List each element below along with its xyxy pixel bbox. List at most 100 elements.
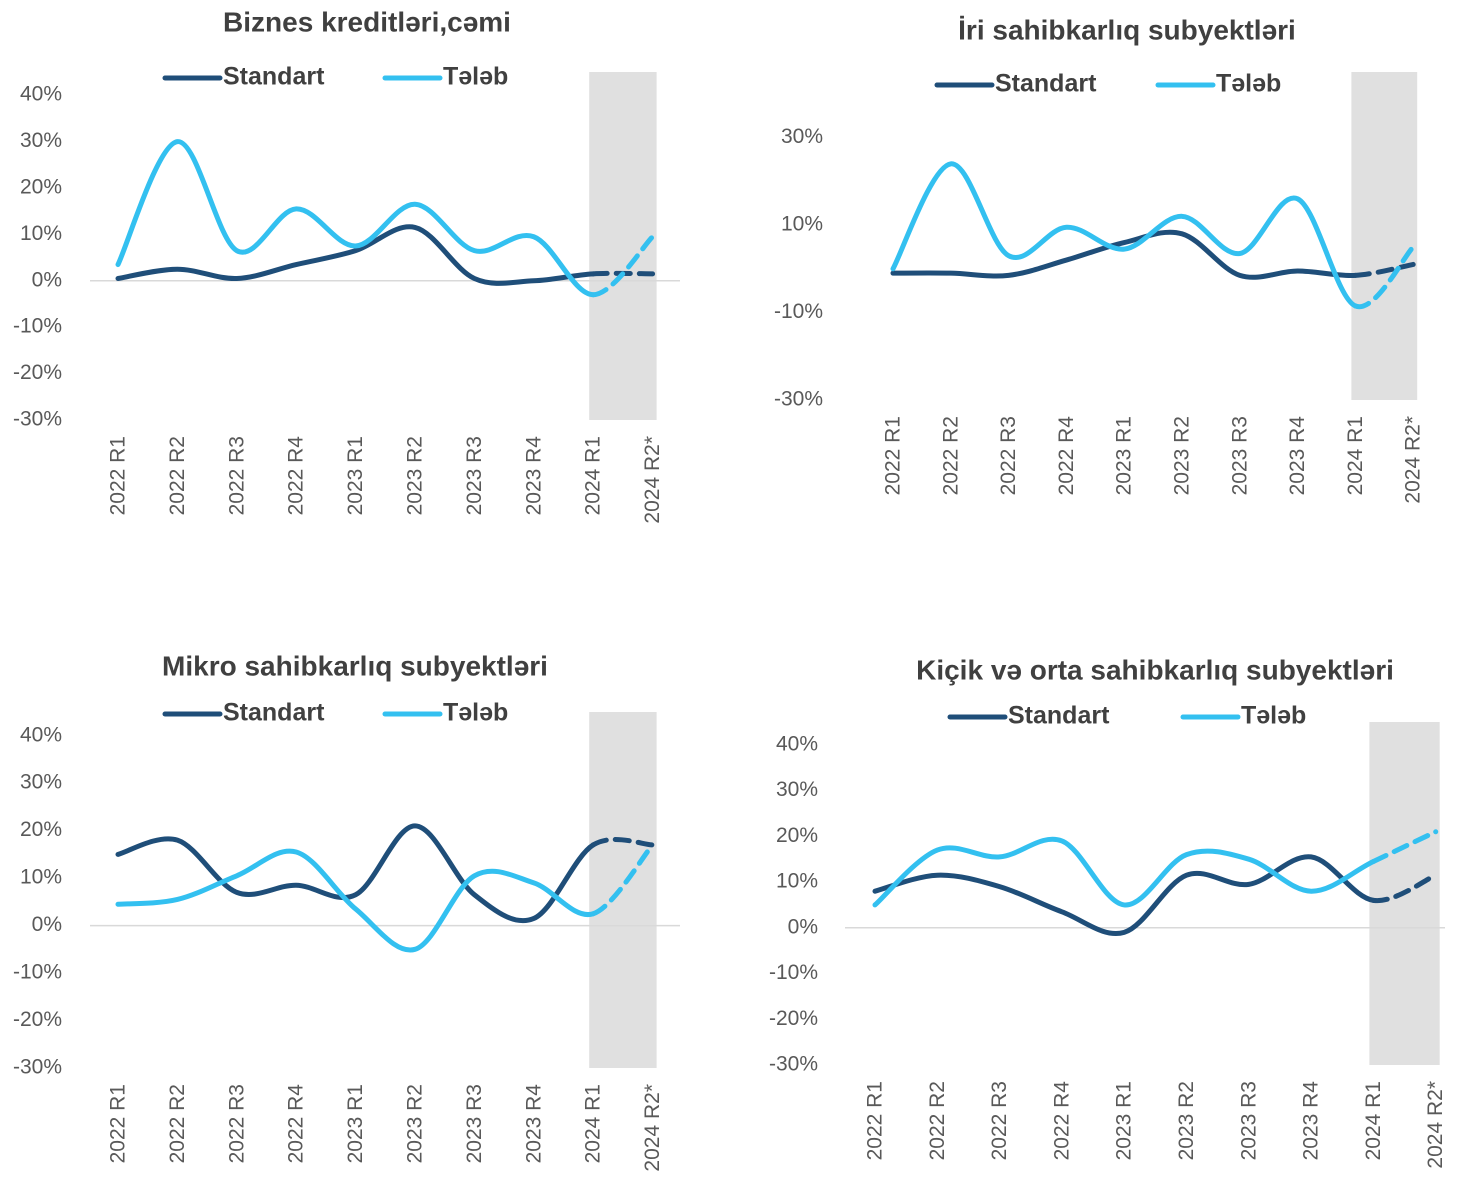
x-tick-label: 2023 R3 [1237,1081,1260,1160]
x-tick-label: 2024 R2* [641,436,664,524]
x-tick-label: 2022 R3 [988,1081,1011,1160]
x-tick-label: 2022 R2 [166,1084,189,1163]
x-tick-label: 2023 R3 [463,436,486,515]
legend-label: Standart [223,63,325,91]
legend-label: Tələb [443,699,508,727]
x-tick-label: 2023 R3 [1228,416,1251,495]
x-tick-label: 2023 R4 [1286,416,1309,496]
y-tick-label: 10% [20,222,62,245]
legend-label: Standart [1008,702,1110,730]
chart: Mikro sahibkarlıq subyektləri -30% -20% -10… [13,650,680,1172]
x-tick-label: 2023 R4 [522,436,545,516]
legend-label: Tələb [1216,70,1281,98]
series-line-forecast [1352,261,1416,278]
y-tick-label: 40% [776,732,818,755]
x-tick-label: 2024 R2* [1402,416,1425,504]
x-tick-label: 2022 R1 [107,436,130,515]
series-line-forecast [590,836,656,848]
series-line [115,139,596,298]
x-tick-label: 2023 R2 [1171,416,1194,495]
y-tick-label: -30% [13,408,62,431]
y-tick-label: 30% [776,778,818,801]
x-tick-label: 2024 R1 [582,1084,605,1163]
x-tick-label: 2024 R1 [1344,416,1367,495]
x-tick-label: 2023 R3 [463,1084,486,1163]
y-tick-label: -20% [13,1008,62,1031]
x-tick-label: 2022 R4 [1050,1081,1073,1161]
y-tick-label: -20% [769,1007,818,1030]
series-line [890,229,1358,280]
y-tick-label: 0% [788,915,818,938]
forecast-shade [1351,72,1418,400]
y-tick-label: -10% [769,961,818,984]
y-tick-label: 20% [20,818,62,841]
x-tick-label: 2023 R4 [1300,1081,1323,1161]
x-tick-label: 2023 R1 [344,1084,367,1163]
x-tick-label: 2024 R2* [1424,1081,1447,1169]
x-tick-label: 2023 R2 [404,436,427,515]
y-tick-label: -30% [769,1053,818,1076]
series-line [115,848,596,953]
legend-label: Standart [995,70,1097,98]
y-tick-label: -20% [13,361,62,384]
legend-label: Standart [223,699,325,727]
y-tick-label: 30% [781,125,823,148]
x-tick-label: 2022 R3 [225,436,248,515]
series-line [115,224,596,286]
x-tick-label: 2024 R1 [1362,1081,1385,1160]
y-tick-label: 30% [20,129,62,152]
x-tick-label: 2022 R2 [166,436,189,515]
x-tick-label: 2022 R2 [926,1081,949,1160]
x-tick-label: 2023 R1 [1113,1081,1136,1160]
series-line-forecast [1352,244,1416,310]
y-tick-label: -10% [13,315,62,338]
chart-title: Biznes kreditləri,cəmi [223,6,511,37]
x-tick-label: 2022 R1 [882,416,905,495]
x-tick-label: 2023 R2 [404,1084,427,1163]
y-tick-label: 0% [32,268,62,291]
chart: Kiçik və orta sahibkarlıq subyektləri -30… [769,654,1447,1168]
series-line-forecast [1370,872,1439,903]
y-tick-label: -30% [13,1056,62,1079]
legend-label: Tələb [1241,702,1306,730]
chart: İri sahibkarlıq subyektləri -30% -10% 10% 30… [774,14,1425,503]
y-tick-label: 10% [781,213,823,236]
y-tick-label: 10% [776,870,818,893]
x-tick-label: 2022 R4 [285,1084,308,1164]
series-line [115,823,596,924]
y-tick-label: 0% [32,913,62,936]
y-tick-label: 40% [20,83,62,106]
series-line [872,854,1376,937]
y-tick-label: 20% [776,824,818,847]
series-line [890,161,1358,309]
x-tick-label: 2024 R2* [641,1084,664,1172]
series-line-forecast [590,234,656,298]
legend-label: Tələb [443,63,508,91]
series-line-forecast [1370,829,1439,864]
y-tick-label: -10% [774,300,823,323]
x-tick-label: 2022 R4 [1055,416,1078,496]
chart-title: Kiçik və orta sahibkarlıq subyektləri [916,654,1394,685]
y-tick-label: 20% [20,176,62,199]
y-tick-label: -10% [13,961,62,984]
series-line [872,836,1376,908]
x-tick-label: 2023 R1 [1113,416,1136,495]
y-tick-label: 10% [20,866,62,889]
series-line-forecast [590,842,656,917]
x-tick-label: 2023 R1 [344,436,367,515]
x-tick-label: 2022 R3 [225,1084,248,1163]
x-tick-label: 2024 R1 [582,436,605,515]
x-tick-label: 2022 R1 [107,1084,130,1163]
x-tick-label: 2022 R3 [997,416,1020,495]
y-tick-label: 40% [20,723,62,746]
x-tick-label: 2023 R4 [522,1084,545,1164]
x-tick-label: 2022 R1 [864,1081,887,1160]
x-tick-label: 2023 R2 [1175,1081,1198,1160]
series-line-forecast [590,270,656,277]
y-tick-label: 30% [20,771,62,794]
x-tick-label: 2022 R4 [285,436,308,516]
chart-title: İri sahibkarlıq subyektləri [958,14,1296,45]
y-tick-label: -30% [774,388,823,411]
